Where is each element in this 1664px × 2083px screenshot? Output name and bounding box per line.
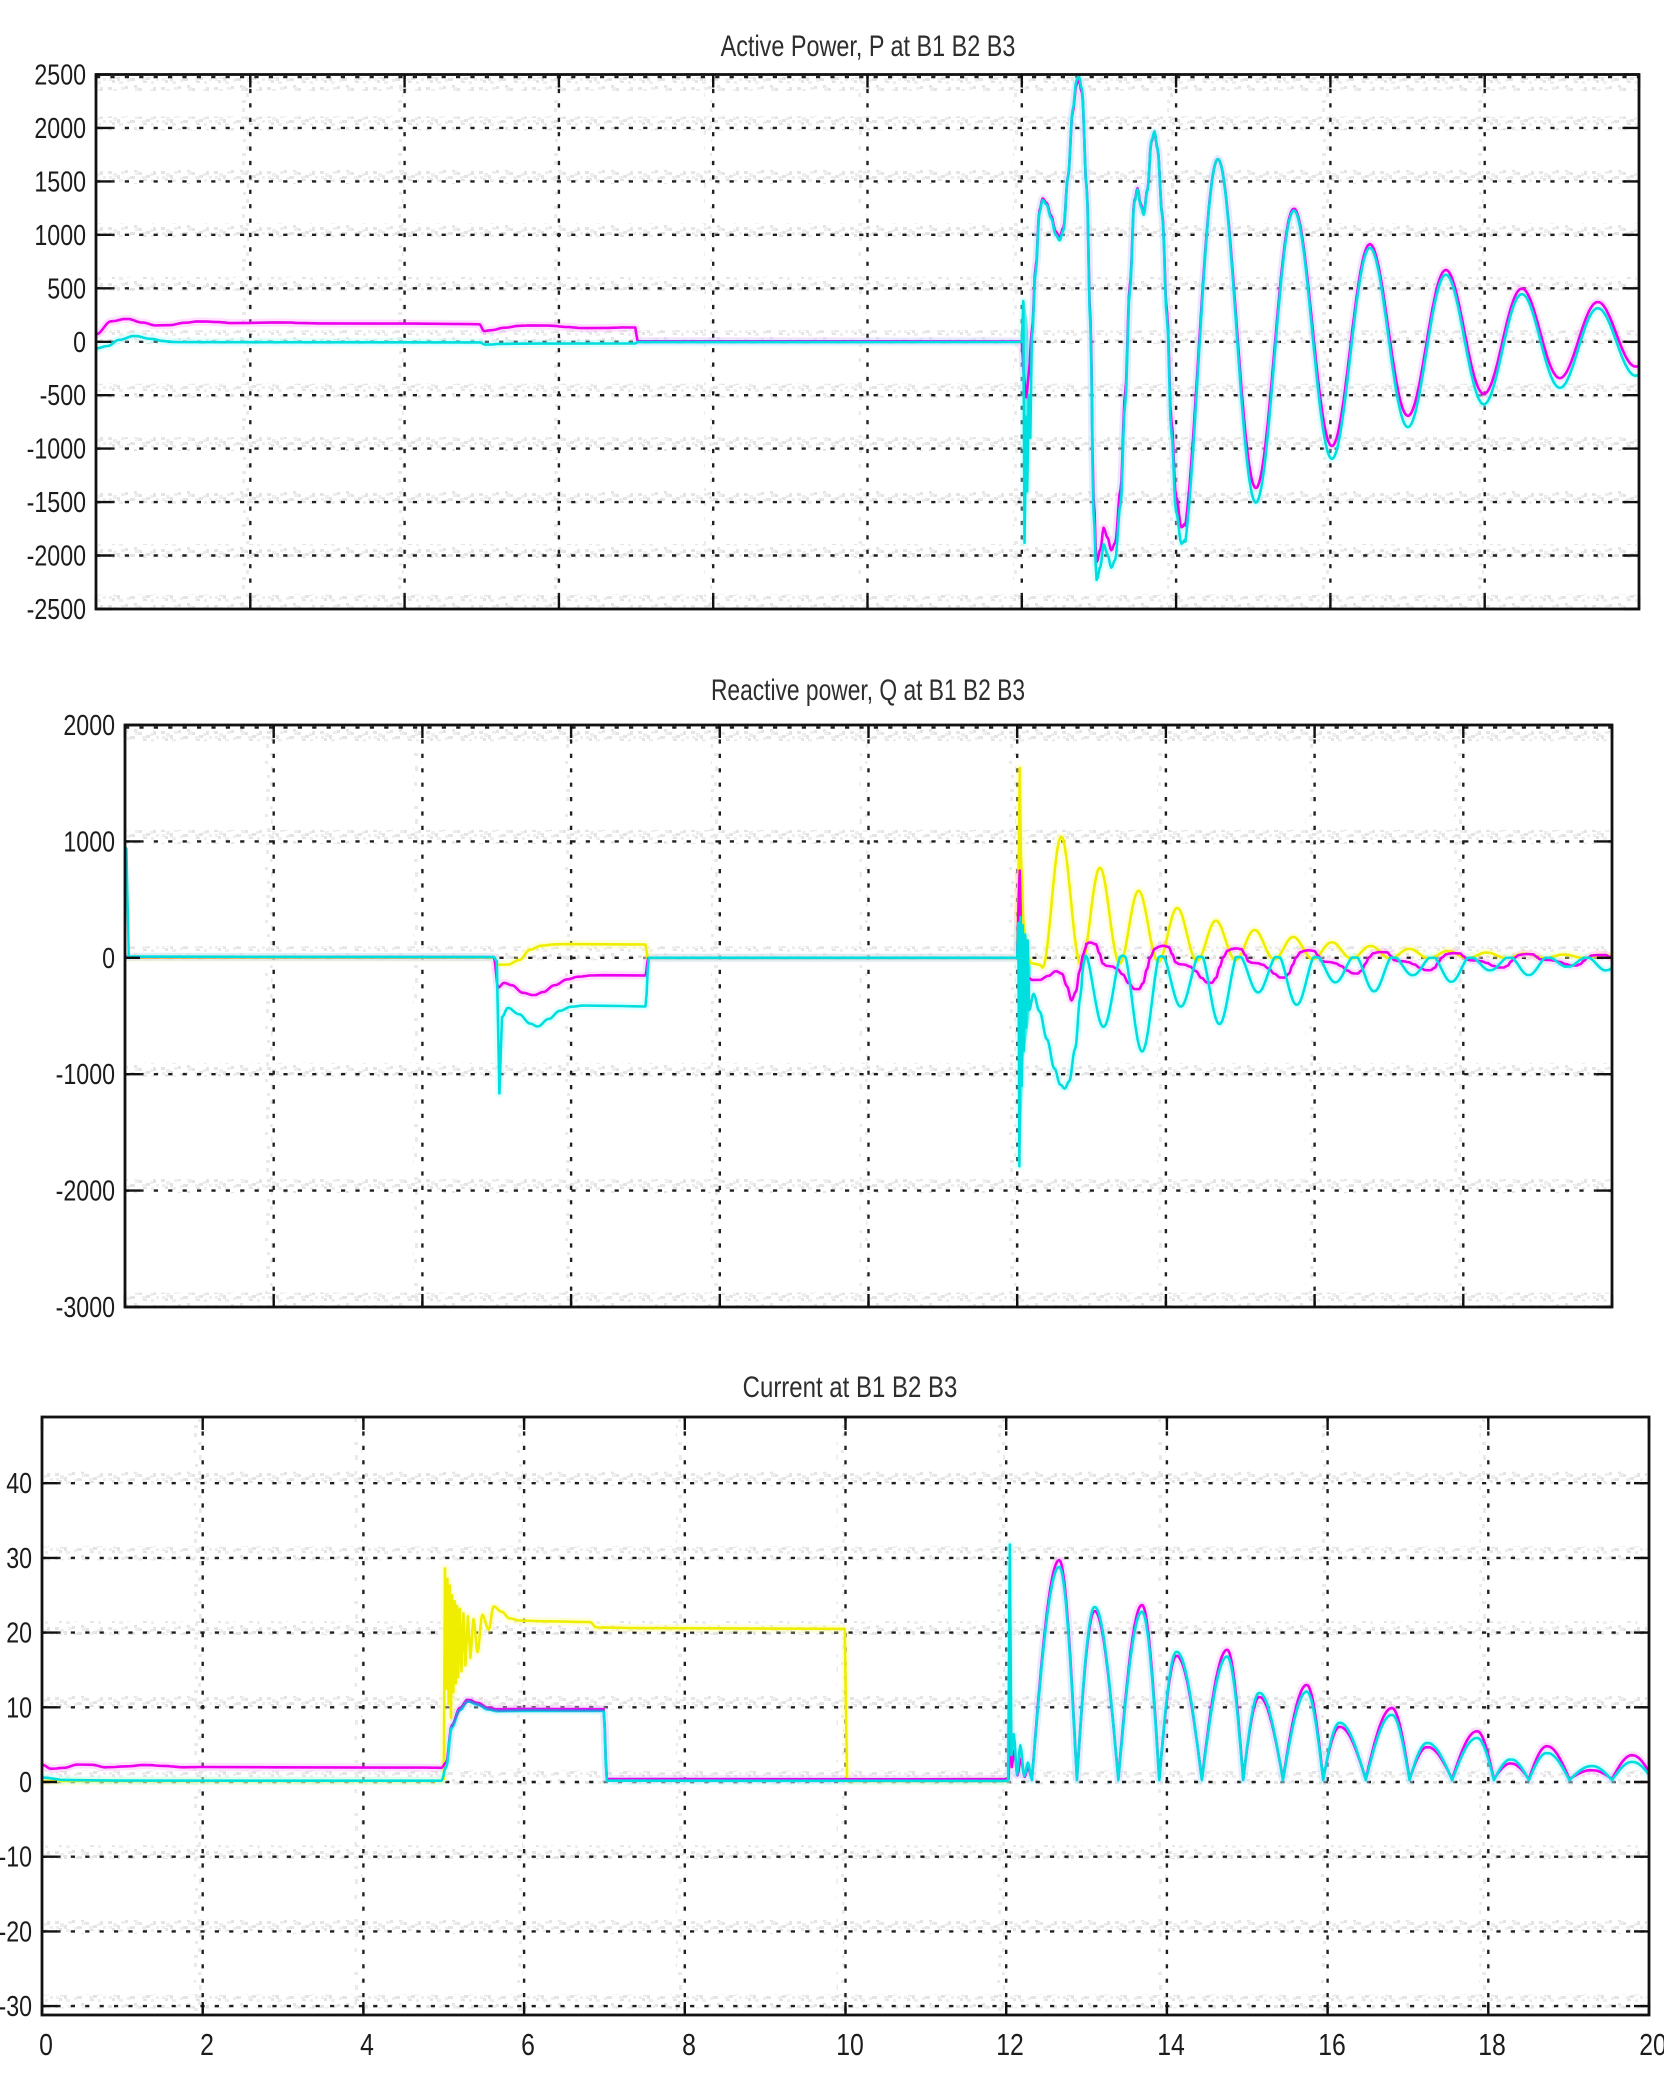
svg-text:10: 10 xyxy=(836,2027,864,2061)
svg-text:40: 40 xyxy=(6,1467,32,1500)
svg-text:8: 8 xyxy=(682,2027,696,2061)
svg-text:2500: 2500 xyxy=(34,58,86,91)
svg-text:0: 0 xyxy=(73,325,86,358)
svg-text:-3000: -3000 xyxy=(56,1290,115,1323)
svg-text:-20: -20 xyxy=(0,1915,32,1948)
svg-text:-500: -500 xyxy=(40,379,86,412)
svg-text:500: 500 xyxy=(47,272,86,305)
svg-text:-2000: -2000 xyxy=(27,539,86,572)
svg-text:1500: 1500 xyxy=(34,165,86,198)
svg-text:18: 18 xyxy=(1478,2027,1506,2061)
svg-text:0: 0 xyxy=(102,941,115,974)
svg-text:4: 4 xyxy=(360,2027,374,2061)
svg-text:-2500: -2500 xyxy=(27,592,86,625)
svg-text:2000: 2000 xyxy=(34,111,86,144)
svg-text:Reactive power, Q at B1 B2 B3: Reactive power, Q at B1 B2 B3 xyxy=(711,673,1025,707)
svg-text:12: 12 xyxy=(996,2027,1024,2061)
svg-text:1000: 1000 xyxy=(63,825,115,858)
svg-text:14: 14 xyxy=(1157,2027,1185,2061)
svg-text:-1000: -1000 xyxy=(56,1058,115,1091)
svg-text:10: 10 xyxy=(6,1691,32,1724)
svg-text:0: 0 xyxy=(39,2027,53,2061)
svg-text:Current at B1 B2 B3: Current at B1 B2 B3 xyxy=(743,1369,958,1403)
svg-text:-30: -30 xyxy=(0,1990,32,2023)
svg-text:-1000: -1000 xyxy=(27,432,86,465)
svg-text:6: 6 xyxy=(521,2027,535,2061)
svg-text:20: 20 xyxy=(6,1616,32,1649)
svg-text:2: 2 xyxy=(200,2027,214,2061)
svg-text:-1500: -1500 xyxy=(27,486,86,519)
svg-text:1000: 1000 xyxy=(34,218,86,251)
svg-text:16: 16 xyxy=(1318,2027,1346,2061)
svg-text:0: 0 xyxy=(19,1765,32,1798)
svg-text:20: 20 xyxy=(1639,2027,1664,2061)
svg-text:-10: -10 xyxy=(0,1840,32,1873)
svg-text:30: 30 xyxy=(6,1541,32,1574)
svg-text:2000: 2000 xyxy=(63,708,115,741)
svg-text:-2000: -2000 xyxy=(56,1174,115,1207)
svg-text:Active Power, P at B1 B2 B3: Active Power, P at B1 B2 B3 xyxy=(721,29,1016,62)
